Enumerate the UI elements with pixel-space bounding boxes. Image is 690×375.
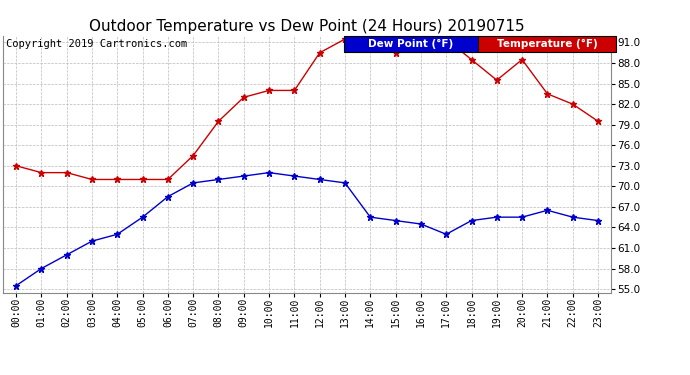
Title: Outdoor Temperature vs Dew Point (24 Hours) 20190715: Outdoor Temperature vs Dew Point (24 Hou… [89, 20, 525, 34]
Text: Copyright 2019 Cartronics.com: Copyright 2019 Cartronics.com [6, 39, 187, 50]
Text: Dew Point (°F): Dew Point (°F) [368, 39, 453, 49]
Text: Temperature (°F): Temperature (°F) [497, 39, 598, 49]
